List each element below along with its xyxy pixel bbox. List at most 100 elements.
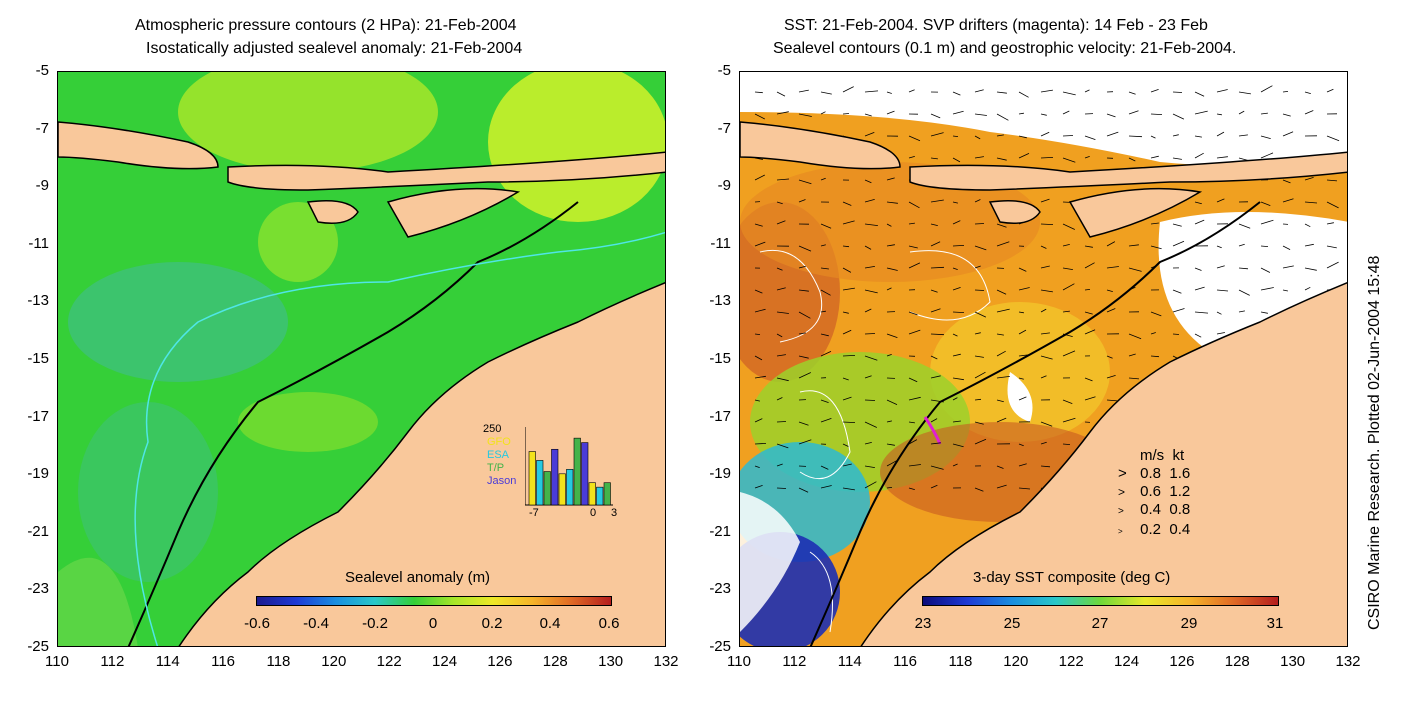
velocity-arrow: [952, 287, 961, 291]
velocity-arrow: [1040, 289, 1053, 293]
sst-map-svg: [740, 72, 1347, 646]
velocity-arrow: [930, 399, 944, 403]
velocity-ms: 0.4: [1140, 501, 1162, 518]
velocity-arrow: [1304, 91, 1311, 94]
velocity-arrow: [1194, 201, 1202, 205]
arrow-icon: >: [1118, 506, 1124, 517]
velocity-arrow: [1216, 311, 1222, 315]
velocity-arrow: [820, 399, 829, 403]
cloud-north: [740, 72, 1347, 166]
sealevel-contour: [909, 250, 991, 321]
velocity-arrow: [776, 397, 783, 401]
velocity-arrow: [1194, 91, 1205, 97]
velocity-arrow: [1282, 198, 1294, 203]
velocity-arrow: [1018, 487, 1031, 490]
right-y-tick: -21: [709, 522, 731, 540]
velocity-arrow: [1084, 289, 1091, 291]
velocity-arrow: [996, 350, 1006, 357]
velocity-arrow: [754, 355, 763, 361]
velocity-arrow: [1062, 350, 1076, 357]
velocity-arrow: [952, 157, 961, 163]
velocity-arrow: [1084, 377, 1093, 382]
velocity-arrow: [1084, 156, 1090, 159]
velocity-arrow: [1084, 262, 1095, 269]
velocity-arrow: [1282, 245, 1291, 250]
velocity-arrow: [1194, 311, 1209, 314]
velocity-arrow: [952, 110, 964, 115]
velocity-arrow: [1216, 289, 1229, 292]
histogram-bar: [543, 471, 551, 506]
velocity-arrow: [1128, 353, 1136, 357]
anomaly-high-north: [178, 72, 438, 172]
velocity-arrow: [1128, 267, 1142, 272]
velocity-arrow: [1238, 310, 1245, 313]
left-y-tick: -21: [27, 522, 49, 540]
velocity-arrow: [1128, 110, 1139, 115]
histogram-bar: [558, 473, 566, 506]
velocity-arrow: [776, 487, 787, 489]
velocity-arrow: [952, 201, 958, 204]
velocity-arrow: [930, 113, 941, 119]
velocity-arrow: [798, 355, 809, 359]
velocity-arrow: [1194, 267, 1202, 271]
velocity-arrow: [1018, 153, 1030, 159]
velocity-arrow: [1238, 134, 1248, 137]
right-x-tick: 116: [893, 653, 918, 670]
satellite-legend-gfo: GFO: [487, 436, 511, 448]
velocity-arrow: [842, 396, 852, 401]
left-colorbar-tick: 0.4: [539, 615, 561, 632]
velocity-arrow: [1282, 289, 1288, 292]
right-y-tick: -7: [717, 119, 731, 137]
velocity-arrow: [1260, 219, 1274, 225]
velocity-arrow: [1062, 244, 1070, 247]
velocity-arrow: [1018, 311, 1024, 314]
histogram-bar: [536, 460, 544, 506]
velocity-arrow: [842, 377, 849, 381]
left-x-tick: 112: [100, 653, 125, 670]
velocity-arrow: [1106, 355, 1113, 359]
right-y-tick: -23: [709, 580, 731, 598]
velocity-arrow: [930, 418, 938, 423]
velocity-arrow: [996, 399, 1004, 403]
histogram-bar: [551, 448, 559, 506]
velocity-arrow: [886, 420, 892, 423]
velocity-arrow: [798, 487, 809, 493]
velocity-arrow: [930, 465, 944, 470]
right-x-tick: 118: [948, 653, 973, 670]
velocity-arrow: [886, 287, 892, 291]
velocity-arrow: [1018, 287, 1030, 291]
velocity-arrow: [974, 438, 987, 445]
velocity-arrow: [1238, 223, 1251, 229]
velocity-arrow: [930, 157, 938, 160]
velocity-arrow: [1304, 286, 1311, 291]
velocity-arrow: [798, 311, 811, 319]
velocity-arrow: [930, 442, 941, 445]
right-colorbar-tick: 29: [1180, 615, 1198, 632]
anomaly-low-west: [68, 262, 288, 382]
zero-contour: [134, 231, 665, 646]
velocity-arrow: [864, 289, 878, 294]
australia-landmass: [860, 282, 1347, 646]
velocity-arrow: [1040, 198, 1050, 203]
right-x-tick: 124: [1114, 653, 1140, 670]
velocity-arrow: [754, 418, 763, 423]
left-title-line1: Atmospheric pressure contours (2 HPa): 2…: [135, 17, 517, 34]
velocity-arrow: [842, 443, 849, 447]
right-y-tick: -13: [709, 292, 731, 310]
velocity-arrow: [864, 333, 876, 335]
left-y-tick: -23: [27, 580, 49, 598]
velocity-arrow: [930, 375, 941, 379]
velocity-arrow: [798, 372, 811, 379]
velocity-arrow: [754, 91, 764, 94]
sst-map: [739, 71, 1348, 647]
velocity-legend-row: > 0.8 1.6: [1118, 465, 1190, 483]
velocity-arrow: [798, 89, 809, 93]
velocity-arrow: [1172, 289, 1182, 294]
velocity-unit-kt: kt: [1172, 447, 1185, 464]
right-x-tick: 120: [1003, 653, 1029, 670]
velocity-arrow: [1326, 201, 1339, 209]
velocity-arrow: [1018, 135, 1027, 139]
velocity-arrow: [1216, 113, 1222, 116]
velocity-arrow: [908, 222, 915, 225]
velocity-arrow: [908, 156, 915, 159]
